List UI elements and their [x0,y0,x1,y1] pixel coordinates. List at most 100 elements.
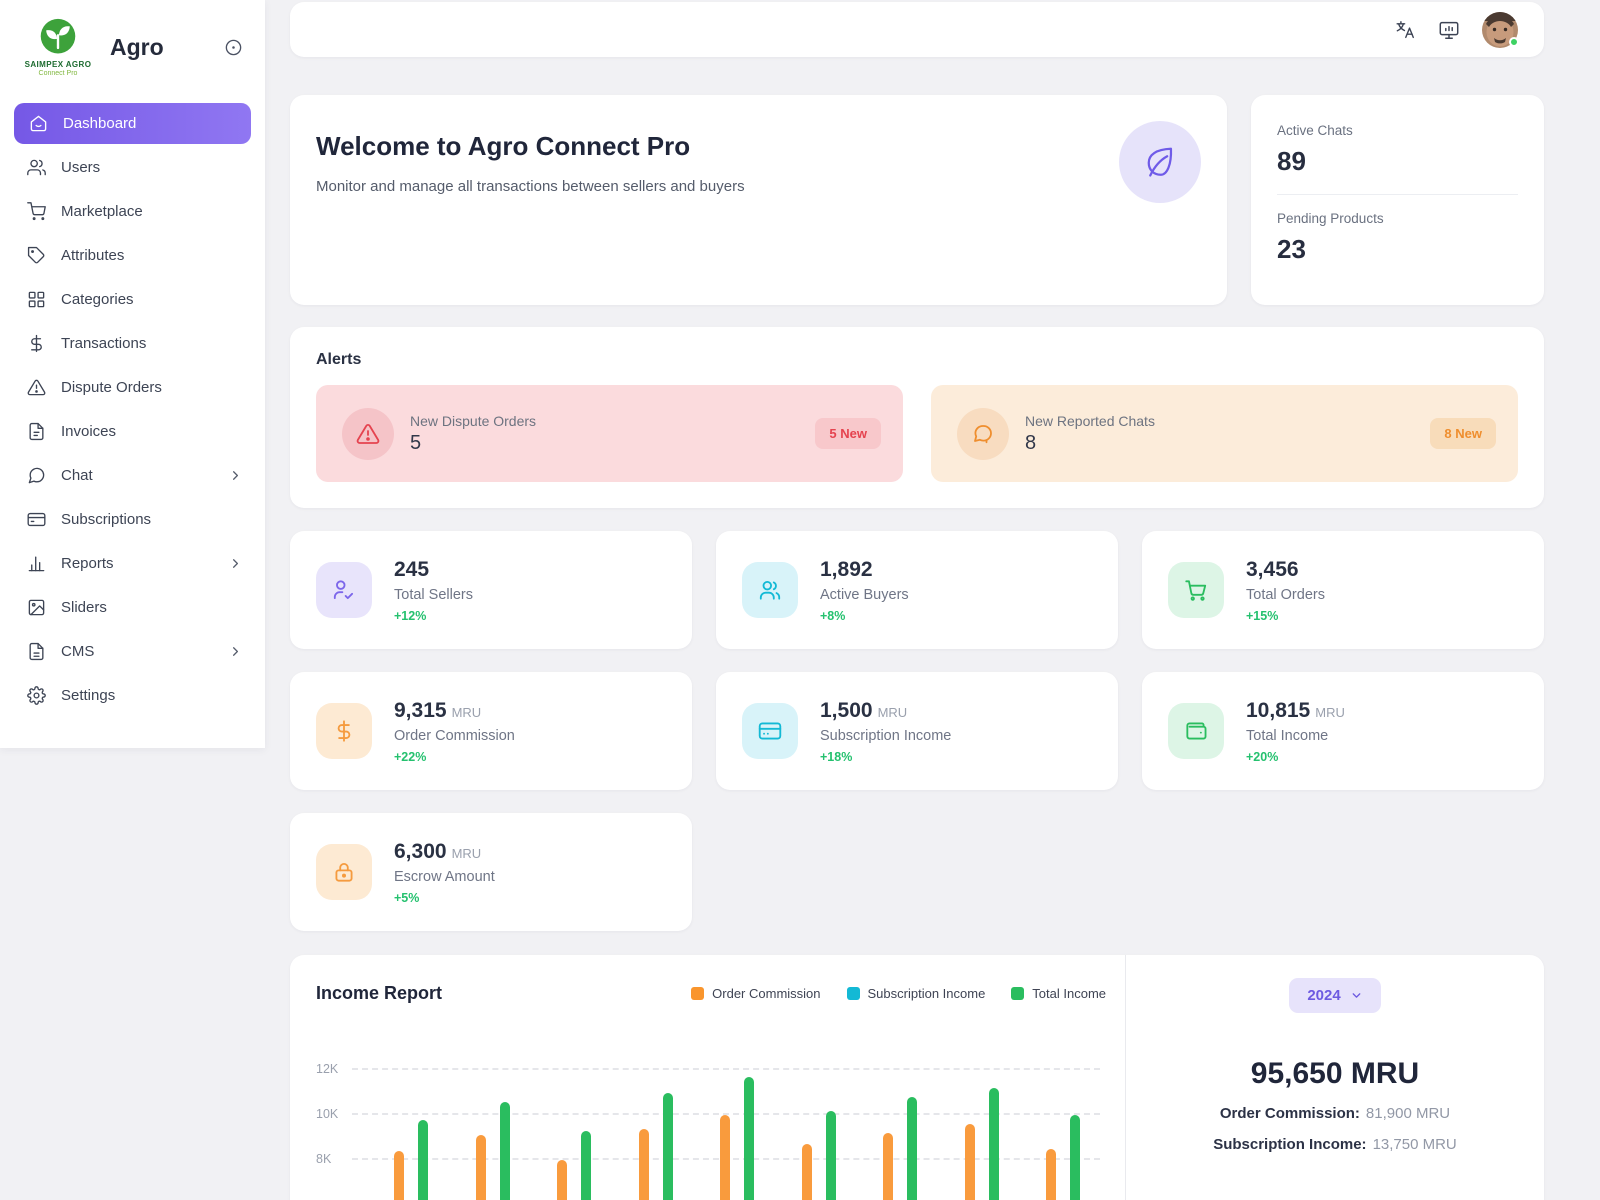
alerts-heading: Alerts [316,351,362,368]
dollar-icon [26,334,46,353]
bar [907,1097,917,1200]
sidebar-item-label: Users [61,158,101,176]
stat-value: 6,300 [394,839,447,863]
brand-logo-line1: SAIMPEX AGRO [24,60,92,69]
credit-card-icon [742,703,798,759]
alert-new-dispute-orders[interactable]: New Dispute Orders 5 5 New [316,385,903,482]
stat-order-commission: 9,315 MRU Order Commission +22% [290,672,692,790]
sidebar-item-label: Transactions [61,334,147,352]
alert-new-reported-chats[interactable]: New Reported Chats 8 8 New [931,385,1518,482]
legend-swatch [691,987,705,1000]
grid-icon [26,290,46,309]
image-icon [26,598,46,617]
legend-order-commission[interactable]: Order Commission [691,986,821,1001]
stat-delta: +15% [1246,608,1279,623]
y-axis-tick-label: 8K [316,1152,332,1166]
bar [964,1124,975,1200]
sidebar-item-subscriptions[interactable]: Subscriptions [12,497,253,541]
alert-badge: 8 New [1430,418,1496,449]
income-order-commission-line: Order Commission: 81,900 MRU [1220,1105,1450,1122]
bar [557,1160,567,1200]
alert-count: 5 [410,431,422,454]
gridline: 10K [316,1107,1100,1121]
page-title: Welcome to Agro Connect Pro [316,131,691,161]
stat-value: 10,815 [1246,698,1311,722]
sidebar-item-dashboard[interactable]: Dashboard [14,103,251,144]
active-chats-label: Active Chats [1277,123,1353,138]
sidebar-item-chat[interactable]: Chat [12,453,253,497]
sidebar-item-attributes[interactable]: Attributes [12,233,253,277]
stat-delta: +8% [820,608,846,623]
stat-value: 3,456 [1246,557,1299,581]
chevron-right-icon [228,644,243,659]
year-value: 2024 [1307,987,1341,1004]
sidebar-item-cms[interactable]: CMS [12,629,253,673]
online-status-dot [1509,36,1519,47]
legend-subscription-income[interactable]: Subscription Income [846,986,985,1001]
bar [499,1101,510,1200]
main-content: Welcome to Agro Connect Pro Monitor and … [265,0,1600,1200]
pending-products-label: Pending Products [1277,211,1384,226]
sidebar-item-settings[interactable]: Settings [12,673,253,717]
alert-title: New Reported Chats [1025,412,1155,429]
chat-alert-icon [957,407,1009,460]
income-report-title: Income Report [316,983,443,1003]
monitor-icon[interactable] [1438,19,1460,41]
stat-label: Active Buyers [820,586,909,603]
sidebar-item-marketplace[interactable]: Marketplace [12,189,253,233]
language-translate-icon[interactable] [1395,19,1416,40]
saimpex-agro-logo-icon [36,18,80,58]
sidebar-item-reports[interactable]: Reports [12,541,253,585]
legend-swatch [846,987,860,1000]
stat-label: Total Sellers [394,586,473,603]
tag-icon [26,246,46,265]
stat-delta: +12% [394,608,427,623]
sidebar-item-dispute-orders[interactable]: Dispute Orders [12,365,253,409]
alert-triangle-icon [26,378,46,397]
stat-value: 245 [394,557,430,581]
sidebar-toggle-icon[interactable] [224,38,243,57]
legend-label: Total Income [1032,986,1106,1001]
brand-title: Agro [110,34,164,60]
bar [394,1151,404,1200]
income-summary-panel: 2024 95,650 MRU Order Commission: 81,900 … [1125,955,1544,1200]
sidebar-item-label: Dispute Orders [61,378,162,396]
file-text-icon [26,422,46,441]
sidebar: SAIMPEX AGRO Connect Pro Agro Dashboard … [0,0,265,748]
lock-icon [316,844,372,900]
sidebar-item-sliders[interactable]: Sliders [12,585,253,629]
year-selector-dropdown[interactable]: 2024 [1289,978,1381,1013]
bar [801,1144,812,1200]
stat-delta: +5% [394,890,420,905]
chevron-right-icon [228,556,243,571]
income-line-label: Subscription Income: [1213,1136,1367,1153]
sidebar-item-label: Dashboard [63,115,137,132]
legend-total-income[interactable]: Total Income [1011,986,1106,1001]
stat-label: Escrow Amount [394,868,495,885]
bar [1070,1115,1080,1200]
stat-unit: MRU [1315,704,1345,720]
chevron-down-icon [1352,993,1361,998]
user-avatar[interactable] [1482,11,1519,48]
leaf-icon [1119,121,1201,203]
top-header-bar [290,2,1544,57]
sidebar-item-label: Subscriptions [61,510,152,528]
legend-swatch [1011,987,1025,1000]
legend-label: Order Commission [712,986,821,1001]
dollar-icon [316,703,372,759]
gridline: 12K [316,1062,1100,1076]
sidebar-item-label: Categories [61,290,134,308]
sidebar-item-transactions[interactable]: Transactions [12,321,253,365]
income-subscription-income-line: Subscription Income: 13,750 MRU [1213,1136,1457,1153]
stat-label: Order Commission [394,727,515,744]
bar-chart-icon [26,554,46,573]
stat-subscription-income: 1,500 MRU Subscription Income +18% [716,672,1118,790]
income-report-card: Income Report Order Commission Subscript… [290,955,1544,1200]
sidebar-item-users[interactable]: Users [12,145,253,189]
y-axis-tick-label: 10K [316,1107,339,1121]
sidebar-item-categories[interactable]: Categories [12,277,253,321]
stat-delta: +20% [1246,749,1279,764]
sidebar-item-invoices[interactable]: Invoices [12,409,253,453]
stat-label: Subscription Income [820,727,952,744]
income-line-value: 13,750 MRU [1372,1136,1457,1153]
